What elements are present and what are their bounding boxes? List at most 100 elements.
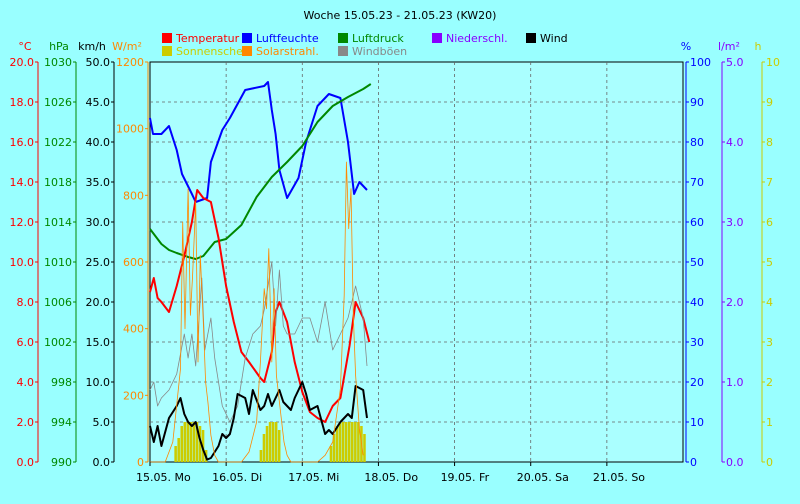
x-tick-label: 20.05. Sa <box>517 471 569 484</box>
series-line-temperatur <box>149 189 371 423</box>
axis-tick-label-temp: 12.0 <box>10 216 35 229</box>
axis-tick-label-hum: 50 <box>690 256 704 269</box>
axis-tick-label-solar: 800 <box>123 189 144 202</box>
axis-tick-label-precip: 2.0 <box>726 296 744 309</box>
sunshine-bar <box>341 422 345 462</box>
legend-swatch <box>526 33 536 43</box>
legend-label: Sonnenschein <box>176 45 253 58</box>
sunshine-bar <box>338 422 342 462</box>
axis-unit-press: hPa <box>49 40 69 53</box>
sunshine-bar <box>274 422 278 462</box>
axis-tick-label-wind: 20.0 <box>86 296 111 309</box>
axis-tick-label-temp: 0.0 <box>17 456 35 469</box>
legend-swatch <box>338 46 348 56</box>
legend-item: Temperatur <box>162 32 240 45</box>
sunshine-bar <box>177 438 180 462</box>
axis-unit-solar: W/m² <box>112 40 142 53</box>
axis-tick-label-temp: 6.0 <box>17 336 35 349</box>
sunshine-bar <box>198 426 202 462</box>
axis-tick-label-hum: 100 <box>690 56 711 69</box>
axis-tick-label-wind: 45.0 <box>86 96 111 109</box>
series-line-luftdruck <box>149 83 372 260</box>
sunshine-bar <box>351 422 354 462</box>
axis-tick-label-wind: 50.0 <box>86 56 111 69</box>
axis-tick-label-sun: 1 <box>766 416 773 429</box>
axis-tick-label-press: 1018 <box>44 176 72 189</box>
axis-tick-label-wind: 5.0 <box>93 416 111 429</box>
axis-tick-label-press: 1010 <box>44 256 72 269</box>
axis-tick-label-solar: 200 <box>123 389 144 402</box>
sunshine-bar <box>183 422 187 462</box>
axis-tick-label-hum: 20 <box>690 376 704 389</box>
sunshine-bar <box>347 422 351 462</box>
sunshine-bar <box>277 430 281 462</box>
axis-tick-label-hum: 80 <box>690 136 704 149</box>
axis-wind: km/h 0.0 5.0 10.0 15.0 20.0 25.0 30.0 35.0 40.0 45… <box>78 40 115 469</box>
sunshine-bar <box>265 426 269 462</box>
sunshine-bar <box>268 422 272 462</box>
legend-label: Temperatur <box>175 32 240 45</box>
legend-swatch <box>242 33 252 43</box>
legend-label: Luftdruck <box>352 32 404 45</box>
axis-unit-precip: l/m² <box>718 40 740 53</box>
sunshine-bar <box>344 422 348 462</box>
axis-tick-label-solar: 400 <box>123 323 144 336</box>
x-tick-label: 21.05. So <box>593 471 645 484</box>
axis-temp: °C 0.0 2.0 4.0 6.0 8.0 10.0 12.0 14.0 16.0 18.0 20.… <box>10 40 39 469</box>
sunshine-bar <box>357 422 360 462</box>
series-line-luftfeuchte <box>149 81 368 203</box>
legend-swatch <box>162 46 172 56</box>
sunshine-bar <box>259 450 263 462</box>
axis-tick-label-solar: 0 <box>137 456 144 469</box>
sunshine-bar <box>195 422 199 462</box>
sunshine-bar <box>329 446 333 462</box>
legend-swatch <box>432 33 442 43</box>
axis-tick-label-sun: 10 <box>766 56 780 69</box>
sunshine-bar <box>335 426 339 462</box>
legend-swatch <box>242 46 252 56</box>
axis-tick-label-sun: 2 <box>766 376 773 389</box>
axis-tick-label-sun: 8 <box>766 136 773 149</box>
legend-label: Niederschl. <box>446 32 508 45</box>
sunshine-bar <box>189 422 193 462</box>
axis-tick-label-wind: 35.0 <box>86 176 111 189</box>
axis-tick-label-press: 1002 <box>44 336 72 349</box>
axis-tick-label-solar: 1000 <box>116 123 144 136</box>
axis-tick-label-press: 998 <box>51 376 72 389</box>
axis-tick-label-temp: 20.0 <box>10 56 35 69</box>
axis-tick-label-press: 1030 <box>44 56 72 69</box>
x-tick-label: 15.05. Mo <box>136 471 191 484</box>
axis-tick-label-wind: 0.0 <box>93 456 111 469</box>
axis-tick-label-precip: 3.0 <box>726 216 744 229</box>
legend-label: Luftfeuchte <box>256 32 319 45</box>
axis-solar: W/m² 0 200 400 600 800 1000 1200 <box>112 40 149 469</box>
axis-sun: h 0 1 2 3 4 5 6 7 8 9 10 <box>755 40 780 469</box>
chart-title: Woche 15.05.23 - 21.05.23 (KW20) <box>304 9 497 22</box>
legend-item: Luftdruck <box>338 32 404 45</box>
axis-tick-label-hum: 90 <box>690 96 704 109</box>
axis-tick-label-solar: 1200 <box>116 56 144 69</box>
axis-tick-label-sun: 5 <box>766 256 773 269</box>
axis-hum: % 0 10 20 30 40 50 60 70 80 90 100 <box>681 40 711 469</box>
axes: °C0.02.04.06.08.010.012.014.016.018.020.… <box>10 40 781 484</box>
legend-swatch <box>338 33 348 43</box>
axis-unit-temp: °C <box>18 40 32 53</box>
axis-tick-label-solar: 600 <box>123 256 144 269</box>
axis-tick-label-hum: 70 <box>690 176 704 189</box>
axis-precip: l/m² 0.0 1.0 2.0 3.0 4.0 5.0 <box>718 40 743 469</box>
legend-label: Windböen <box>352 45 407 58</box>
legend-item: Niederschl. <box>432 32 508 45</box>
axis-tick-label-wind: 15.0 <box>86 336 111 349</box>
x-tick-label: 17.05. Mi <box>288 471 339 484</box>
axis-tick-label-wind: 25.0 <box>86 256 111 269</box>
legend-item: Luftfeuchte <box>242 32 319 45</box>
axis-tick-label-temp: 10.0 <box>10 256 35 269</box>
axis-tick-label-temp: 16.0 <box>10 136 35 149</box>
sunshine-bar <box>186 422 190 462</box>
legend: Temperatur Luftfeuchte Luftdruck Niederschl… <box>162 32 568 58</box>
axis-tick-label-wind: 40.0 <box>86 136 111 149</box>
axis-tick-label-sun: 0 <box>766 456 773 469</box>
sunshine-bar <box>180 426 184 462</box>
